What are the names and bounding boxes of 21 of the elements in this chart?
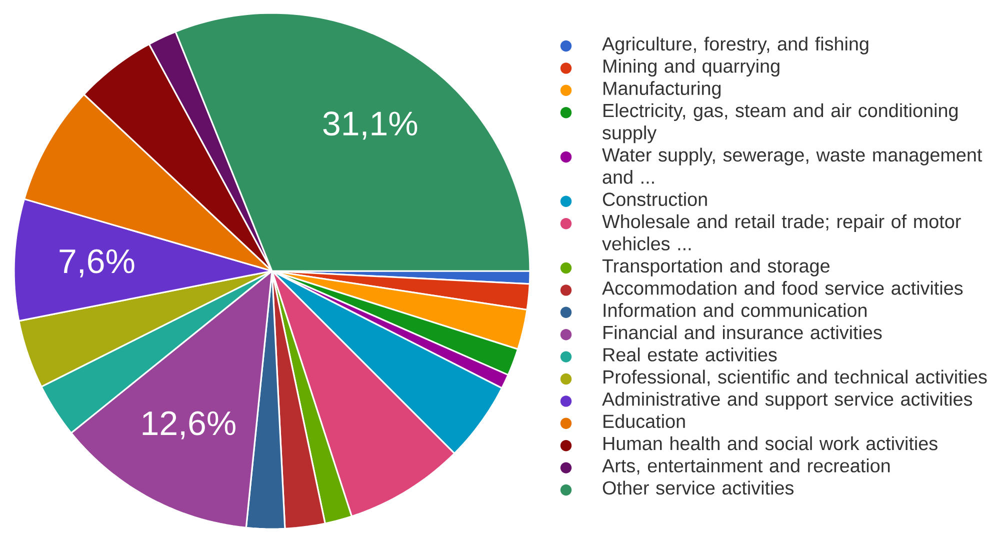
legend-label: Mining and quarrying <box>604 58 780 77</box>
legend-label: Human health and social work activities <box>604 436 938 450</box>
legend-label: Education <box>604 414 685 428</box>
data-label: 12,6% <box>142 411 236 440</box>
legend-label: Construction <box>602 192 707 206</box>
legend-label: Transportation and storage <box>602 258 830 276</box>
data-label: 31,1% <box>323 112 418 140</box>
data-label: 7,6% <box>60 249 134 278</box>
legend-label: Agriculture, forestry, and fishing <box>602 36 868 54</box>
legend-label: Financial and insurance activities <box>604 325 882 340</box>
legend-label: Water supply, sewerage, waste management and ... <box>602 148 982 184</box>
legend-label: Electricity, gas, steam and air conditioning supply <box>602 103 958 144</box>
legend-label: Wholesale and retail trade; repair of motor vehicles ... <box>602 214 961 250</box>
legend-label: Arts, entertainment and recreation <box>602 458 890 475</box>
legend-label: Accommodation and food service activities <box>602 280 963 295</box>
legend-label: Manufacturing <box>604 81 721 99</box>
legend-label: Real estate activities <box>604 348 777 362</box>
legend-label: Professional, scientific and technical activities <box>604 370 987 386</box>
legend-label: Other service activities <box>602 480 794 495</box>
legend-label: Administrative and support service activities <box>602 392 972 410</box>
legend-label: Information and communication <box>604 303 867 318</box>
